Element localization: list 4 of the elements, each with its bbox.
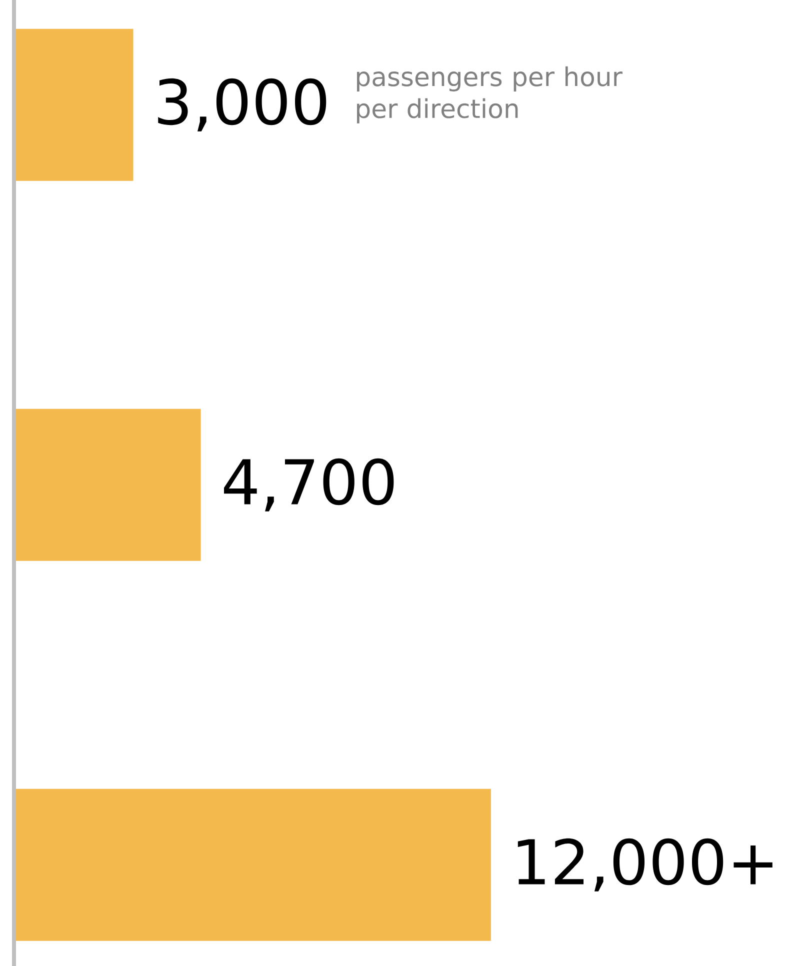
annotation: passengers per hour per direction: [357, 66, 622, 124]
data-label: 12,000+: [518, 838, 772, 892]
data-label: 4,700: [224, 458, 394, 512]
data-label: 3,000: [158, 78, 326, 132]
